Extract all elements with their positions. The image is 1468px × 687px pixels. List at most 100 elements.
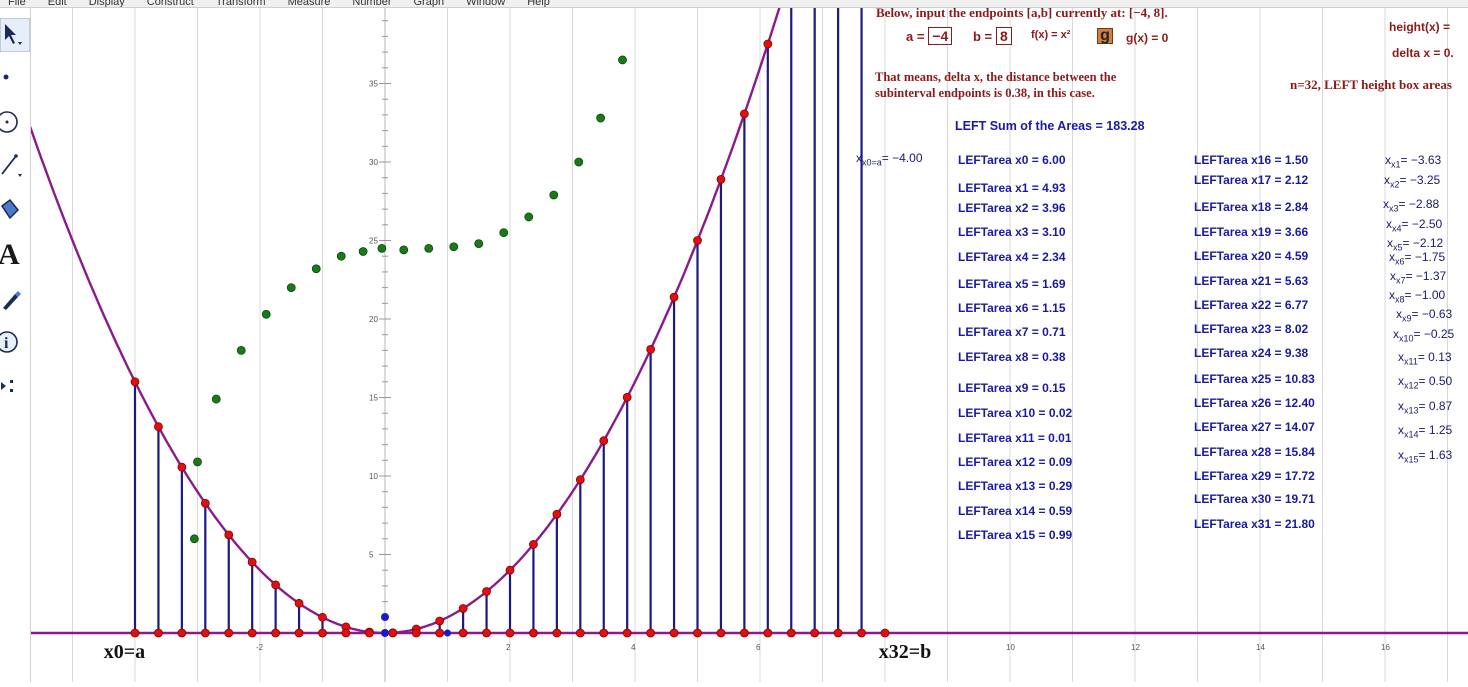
x-symbol: x — [1383, 197, 1389, 211]
custom-tool[interactable] — [0, 368, 30, 402]
left-area-item: LEFTarea x28 = 15.84 — [1194, 445, 1315, 459]
axis-point — [622, 628, 632, 638]
axis-point — [411, 628, 421, 638]
axis-point — [341, 628, 351, 638]
g-toggle[interactable]: g — [1097, 27, 1113, 45]
y-tick-label: 5 — [369, 551, 374, 560]
unit-x-point — [444, 629, 451, 637]
green-trace-point — [596, 113, 606, 123]
x-tick-label: 4 — [631, 643, 636, 652]
x-symbol: x — [1389, 288, 1395, 302]
left-area-item: LEFTarea x4 = 2.34 — [958, 250, 1066, 264]
curve-point — [435, 616, 445, 626]
text-tool[interactable]: A — [0, 236, 30, 271]
x-tick-label: 2 — [506, 643, 511, 652]
curve-point — [529, 540, 538, 549]
x-value: = −1.37 — [1405, 269, 1447, 283]
x-value: = −3.63 — [1400, 153, 1442, 167]
sketch-canvas[interactable]: 5 10 15 20 25 30 35 -2 2 4 6 10 12 14 16 x0=a x32=b — [8, 0, 1468, 682]
x-symbol: x — [1398, 448, 1404, 462]
explanation-line-1: That means, delta x, the distance betwee… — [875, 70, 1117, 84]
menu-display[interactable]: Display — [88, 0, 125, 8]
x-subscript: x2 — [1390, 179, 1400, 190]
left-area-item: LEFTarea x13 = 0.29 — [958, 479, 1073, 493]
arrow-select-tool[interactable] — [0, 17, 31, 53]
menu-help[interactable]: Help — [527, 0, 550, 8]
green-trace-point — [261, 309, 271, 319]
graph-plot[interactable]: 5 10 15 20 25 30 35 -2 2 4 6 10 12 14 16 x0=a x32=b — [8, 0, 1468, 682]
x-subscript: x10 — [1399, 333, 1414, 344]
curve-point — [458, 604, 468, 613]
function-curve — [8, 0, 784, 635]
left-area-item: LEFTarea x8 = 0.38 — [958, 350, 1066, 364]
menu-number[interactable]: Number — [352, 0, 392, 8]
point-tool[interactable] — [0, 60, 30, 94]
x-subscript: x13 — [1404, 405, 1419, 416]
axis-point — [294, 628, 304, 638]
green-trace-point — [189, 534, 199, 544]
x-symbol: x — [1398, 399, 1404, 413]
green-trace-point — [311, 264, 321, 274]
menu-file[interactable]: File — [8, 0, 26, 8]
x-tick-label: 10 — [1006, 643, 1015, 652]
green-trace-point — [549, 190, 559, 200]
curve-point — [669, 292, 679, 302]
straightedge-tool[interactable] — [0, 148, 30, 182]
left-area-item: LEFTarea x5 = 1.69 — [958, 277, 1066, 291]
green-trace-point — [499, 228, 509, 238]
green-trace-point — [377, 243, 387, 253]
axis-point — [458, 628, 468, 638]
custom-tool-icon — [1, 380, 13, 392]
delta-x-label: delta x = 0. — [1392, 46, 1454, 60]
menu-measure[interactable]: Measure — [287, 0, 331, 8]
compass-tool[interactable] — [0, 104, 30, 138]
left-area-item: LEFTarea x27 = 14.07 — [1194, 420, 1315, 434]
compass-tool-icon — [0, 111, 18, 133]
x-symbol: x — [1385, 153, 1391, 167]
curve-point — [130, 377, 140, 387]
information-tool[interactable]: i — [0, 324, 30, 358]
tool-palette: A i — [0, 8, 31, 682]
menu-graph[interactable]: Graph — [413, 0, 445, 8]
x-value: = −0.25 — [1413, 327, 1455, 341]
point-tool-icon — [3, 74, 9, 80]
y-tick-label: 20 — [369, 315, 378, 324]
curve-point — [622, 392, 632, 402]
polygon-tool[interactable] — [0, 192, 30, 226]
menu-window[interactable]: Window — [466, 0, 506, 8]
green-trace-point — [399, 245, 409, 255]
x-subscript: x8 — [1395, 294, 1405, 305]
curve-point — [599, 436, 609, 446]
x-value-item: xx3= −2.88 — [1383, 197, 1439, 213]
x-value: = 1.25 — [1418, 423, 1453, 437]
left-area-item: LEFTarea x15 = 0.99 — [958, 528, 1073, 542]
unit-y-point — [381, 613, 389, 621]
axis-point — [177, 628, 187, 638]
axis-point — [599, 628, 609, 638]
left-sum-label: LEFT Sum of the Areas = 183.28 — [955, 119, 1145, 133]
x-value-item: xx12= 0.50 — [1398, 374, 1452, 390]
menu-transform[interactable]: Transform — [215, 0, 266, 8]
axis-point — [693, 628, 702, 638]
left-area-item: LEFTarea x24 = 9.38 — [1194, 346, 1309, 360]
curve-point — [247, 557, 257, 567]
green-trace-point — [618, 55, 627, 65]
marker-tool[interactable] — [0, 280, 30, 314]
axis-point — [552, 628, 562, 638]
axis-point — [364, 628, 374, 638]
x0-measurement: xx0=a= −4.00 — [856, 151, 923, 167]
curve-point — [763, 39, 773, 49]
b-input[interactable]: 8 — [996, 27, 1012, 45]
menu-edit[interactable]: Edit — [47, 0, 67, 8]
a-input[interactable]: −4 — [928, 27, 953, 45]
curve-point — [271, 580, 281, 590]
menu-construct[interactable]: Construct — [146, 0, 194, 8]
axis-point — [318, 628, 327, 638]
g-toggle-button[interactable]: g — [1097, 28, 1113, 44]
x-subscript: x1 — [1391, 159, 1401, 170]
f-function-label[interactable]: f(x) = x² — [1031, 29, 1071, 41]
x-subscript: x14 — [1404, 429, 1419, 440]
axis-point — [880, 628, 890, 638]
green-trace-point — [236, 345, 246, 355]
left-area-item: LEFTarea x1 = 4.93 — [958, 181, 1066, 195]
